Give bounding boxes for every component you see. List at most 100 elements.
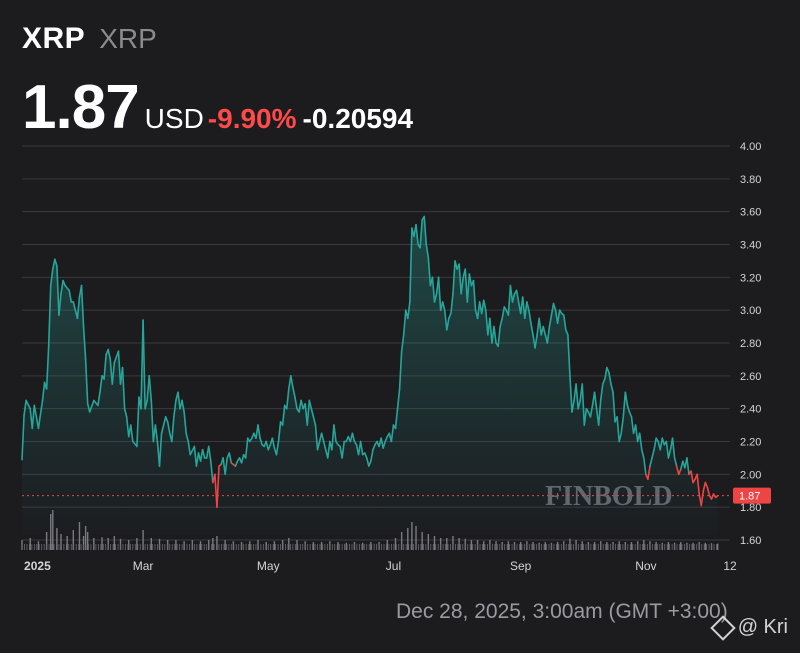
price-line-segment bbox=[117, 350, 122, 385]
price-line-segment bbox=[166, 420, 171, 435]
volume-bar bbox=[349, 544, 350, 550]
price-line-segment bbox=[56, 265, 60, 316]
chart-timestamp: Dec 28, 2025, 3:00am (GMT +3:00) bbox=[396, 600, 728, 623]
price-line-segment bbox=[622, 391, 627, 418]
price-line-segment bbox=[25, 399, 32, 410]
price-line-segment bbox=[37, 399, 44, 430]
price-line-segment bbox=[333, 424, 337, 443]
price-line-segment bbox=[620, 416, 625, 435]
price-line-segment bbox=[285, 388, 290, 410]
price-line-segment bbox=[113, 350, 120, 364]
volume-bar bbox=[216, 536, 218, 550]
y-tick-label: 2.40 bbox=[740, 404, 761, 416]
price-line-segment bbox=[612, 391, 616, 423]
price-line-segment bbox=[499, 317, 504, 328]
price-line-segment bbox=[628, 411, 633, 418]
volume-bar bbox=[432, 544, 434, 550]
volume-bar bbox=[171, 544, 173, 550]
volume-bar bbox=[208, 544, 210, 550]
volume-bar bbox=[65, 544, 67, 550]
volume-bar bbox=[632, 544, 634, 550]
price-line-segment bbox=[84, 358, 89, 405]
volume-bar bbox=[225, 544, 227, 550]
volume-bar bbox=[467, 544, 469, 550]
volume-bar bbox=[597, 544, 599, 550]
volume-bar bbox=[381, 544, 382, 550]
price-area bbox=[22, 216, 718, 540]
volume-bar bbox=[521, 544, 523, 550]
volume-bar bbox=[24, 544, 25, 550]
volume-bar bbox=[345, 542, 347, 550]
price-line-segment bbox=[158, 432, 163, 467]
volume-bar bbox=[410, 544, 412, 550]
volume-bar bbox=[630, 542, 633, 550]
volume-bar bbox=[102, 544, 104, 550]
volume-bar bbox=[575, 544, 577, 550]
price-line-segment bbox=[88, 399, 95, 413]
volume-bar bbox=[447, 544, 449, 550]
volume-bar bbox=[28, 544, 30, 550]
volume-bar bbox=[265, 544, 267, 550]
price-line-segment bbox=[593, 391, 598, 410]
price-chart[interactable]: 4.00 3.80 3.60 3.40 3.20 3.00 2.80 2.60 2.40 2.20… bbox=[0, 0, 800, 600]
volume-bar bbox=[442, 544, 444, 550]
price-line-segment bbox=[419, 219, 423, 249]
volume-bar bbox=[196, 544, 198, 550]
volume-bar bbox=[280, 544, 281, 550]
volume-bar bbox=[324, 544, 326, 550]
volume-bar bbox=[692, 542, 694, 550]
volume-bar bbox=[516, 544, 518, 550]
price-line-segment bbox=[216, 465, 220, 508]
volume-bar bbox=[26, 544, 28, 550]
volume-bar bbox=[273, 541, 276, 550]
price-line-segment bbox=[569, 375, 573, 413]
volume-bar bbox=[602, 544, 604, 550]
volume-bar bbox=[523, 544, 525, 550]
volume-bar bbox=[175, 540, 177, 550]
volume-bar bbox=[560, 544, 562, 550]
price-line-segment bbox=[466, 273, 471, 303]
volume-bar bbox=[61, 544, 62, 550]
volume-bar bbox=[136, 538, 138, 550]
price-line-segment bbox=[281, 404, 286, 426]
volume-bar bbox=[647, 544, 648, 550]
price-line-segment bbox=[54, 258, 58, 267]
x-tick-label: Nov bbox=[635, 559, 656, 573]
price-line-segment bbox=[624, 391, 629, 407]
volume-bar bbox=[706, 544, 708, 550]
volume-bar bbox=[51, 544, 52, 550]
price-line-segment bbox=[322, 440, 327, 451]
volume-bar bbox=[606, 542, 608, 550]
price-line-segment bbox=[326, 440, 331, 459]
volume-bar bbox=[501, 544, 503, 550]
volume-bar bbox=[519, 544, 520, 550]
volume-bar bbox=[615, 544, 616, 550]
volume-bar bbox=[277, 544, 279, 550]
volume-bar bbox=[483, 541, 485, 550]
price-line-segment bbox=[700, 489, 705, 507]
price-line-segment bbox=[523, 301, 528, 320]
volume-bar bbox=[158, 538, 161, 550]
price-line-segment bbox=[316, 440, 321, 451]
y-tick-label: 1.60 bbox=[740, 535, 761, 547]
volume-bar bbox=[366, 544, 368, 550]
volume-bar bbox=[386, 540, 388, 550]
volume-bar bbox=[275, 544, 277, 550]
price-line-segment bbox=[60, 279, 64, 295]
volume-bar bbox=[356, 544, 358, 550]
price-line-segment bbox=[546, 325, 551, 344]
price-line-segment bbox=[437, 276, 442, 311]
volume-bar bbox=[240, 544, 242, 550]
volume-bar bbox=[191, 544, 193, 550]
volume-bar bbox=[351, 544, 353, 550]
volume-bar bbox=[230, 544, 232, 550]
price-line-segment bbox=[99, 375, 103, 394]
price-line-segment bbox=[530, 322, 534, 336]
price-line-segment bbox=[93, 399, 99, 407]
price-currency: USD bbox=[144, 103, 204, 134]
volume-bar bbox=[462, 544, 464, 550]
price-line-segment bbox=[148, 375, 153, 402]
volume-bar bbox=[570, 544, 572, 550]
price-line-segment bbox=[501, 306, 506, 320]
price-line-segment bbox=[396, 388, 401, 410]
